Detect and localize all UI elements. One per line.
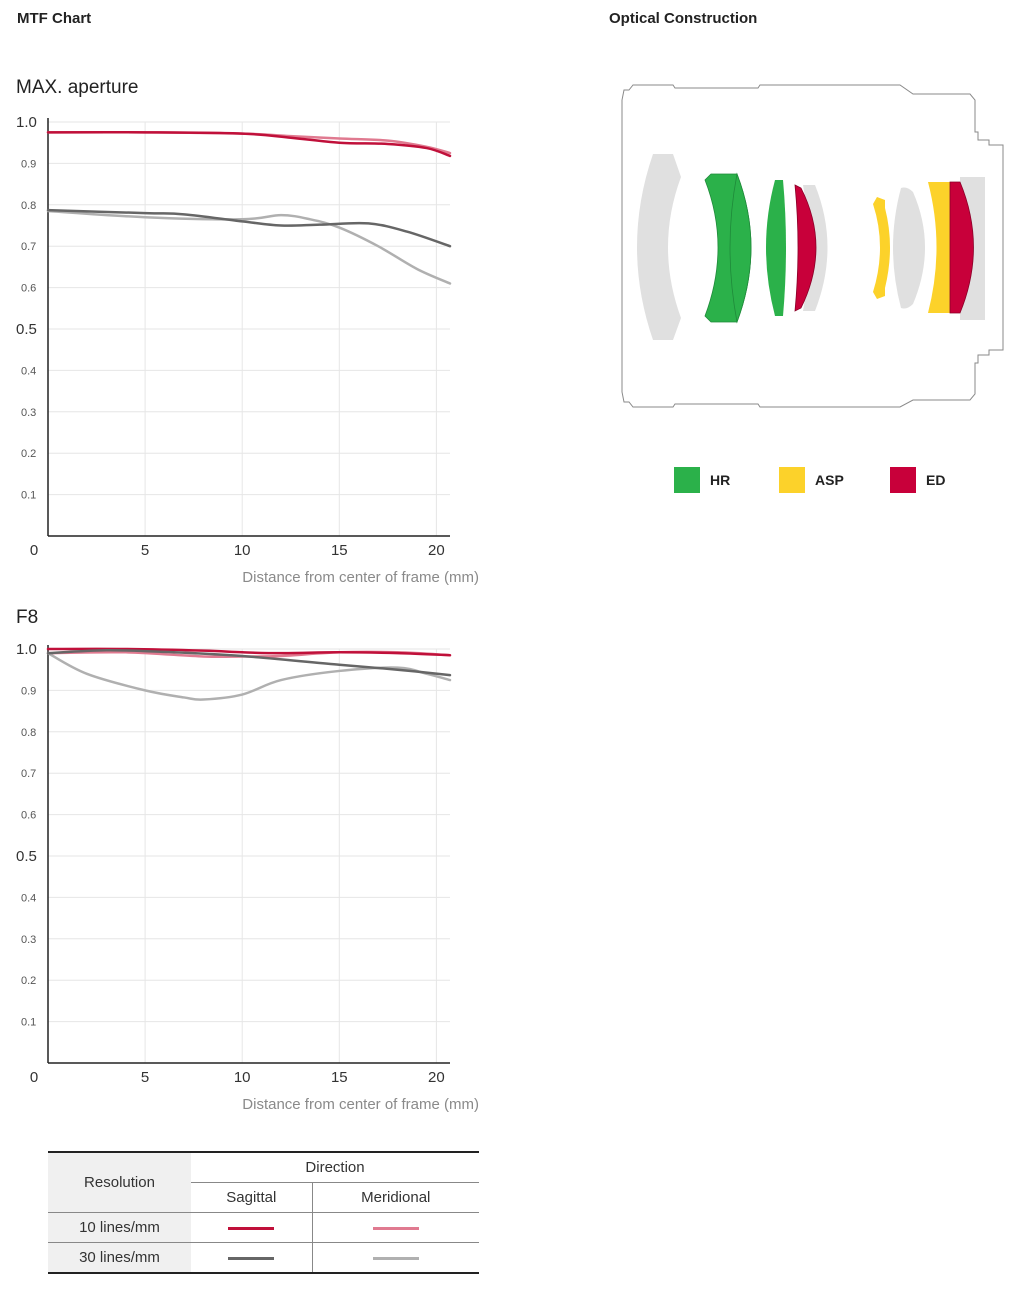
x-tick-label: 5: [141, 542, 149, 559]
y-tick-label: 0.5: [16, 848, 37, 865]
y-tick-label: 0.6: [21, 810, 36, 822]
ed-label: ED: [926, 472, 946, 488]
meridional-30-swatch-cell: [312, 1242, 479, 1274]
x-tick-label: 20: [428, 542, 445, 559]
series-line-10-lines-mm-sagittal: [46, 131, 452, 158]
series-line-10-lines-mm-meridional: [46, 131, 452, 155]
meridional-10-swatch-cell: [312, 1212, 479, 1243]
y-tick-label: 0.3: [21, 934, 36, 946]
y-tick-label: 0.5: [16, 321, 37, 338]
row-30-lines: 30 lines/mm: [48, 1242, 191, 1274]
y-tick-label: 0.1: [21, 490, 36, 502]
x-tick-label: 20: [428, 1069, 445, 1086]
sagittal-header: Sagittal: [191, 1182, 313, 1213]
y-tick-label: 0.4: [21, 365, 36, 377]
x-axis-label: Distance from center of frame (mm): [242, 1096, 479, 1113]
lens-element-gray-3: [893, 187, 925, 309]
x-tick-label: 15: [331, 542, 348, 559]
legend-asp: ASP: [779, 466, 844, 494]
sagittal-30-swatch-cell: [191, 1242, 313, 1274]
series-line-30-lines-mm-meridional: [46, 651, 452, 701]
hr-label: HR: [710, 472, 731, 488]
y-tick-label: 0.1: [21, 1017, 36, 1029]
lens-barrel-outline: [621, 84, 1004, 408]
chart-title-max-aperture: MAX. aperture: [16, 77, 139, 98]
asp-swatch: [779, 467, 805, 493]
y-tick-label: 0.4: [21, 892, 36, 904]
meridional-header: Meridional: [312, 1182, 479, 1213]
mtf-chart-heading: MTF Chart: [17, 10, 92, 27]
row-10-lines: 10 lines/mm: [48, 1212, 191, 1243]
ed-swatch: [890, 467, 916, 493]
y-tick-label: 0.7: [21, 241, 36, 253]
legend-ed: ED: [890, 466, 945, 494]
y-tick-label: 0.9: [21, 685, 36, 697]
hr-swatch: [674, 467, 700, 493]
legend-hr: HR: [674, 466, 730, 494]
y-tick-label: 0.7: [21, 768, 36, 780]
sagittal-30-swatch: [228, 1256, 275, 1260]
x-tick-label: 10: [234, 542, 251, 559]
series-line-30-lines-mm-meridional: [46, 209, 452, 285]
lens-element-hr-3: [766, 180, 786, 316]
mtf-legend-table: Resolution Direction Sagittal Meridional…: [48, 1151, 479, 1274]
meridional-10-swatch: [372, 1226, 419, 1230]
sagittal-10-swatch: [228, 1226, 275, 1230]
y-tick-label: 0.8: [21, 727, 36, 739]
chart-title-f8: F8: [16, 607, 39, 628]
x-tick-label: 15: [331, 1069, 348, 1086]
sagittal-10-swatch-cell: [191, 1212, 313, 1243]
x-tick-label: 5: [141, 1069, 149, 1086]
series-line-30-lines-mm-sagittal: [46, 208, 452, 248]
y-tick-label: 1.0: [16, 114, 37, 131]
y-tick-label: 0.8: [21, 200, 36, 212]
lens-element-ed-1: [794, 184, 817, 312]
x-axis-label: Distance from center of frame (mm): [242, 569, 479, 586]
y-tick-label: 1.0: [16, 641, 37, 658]
direction-header: Direction: [191, 1151, 479, 1183]
x-tick-label: 0: [30, 1069, 38, 1086]
asp-label: ASP: [815, 472, 844, 488]
y-tick-label: 0.9: [21, 158, 36, 170]
x-tick-label: 10: [234, 1069, 251, 1086]
series-line-30-lines-mm-sagittal: [46, 648, 452, 677]
lens-element-asp-2: [928, 182, 950, 313]
optical-construction-heading: Optical Construction: [609, 10, 758, 27]
y-tick-label: 0.2: [21, 975, 36, 987]
meridional-30-swatch: [372, 1256, 419, 1260]
series-line-10-lines-mm-sagittal: [46, 647, 452, 657]
lens-element-ed-2: [949, 181, 974, 314]
x-tick-label: 0: [30, 542, 38, 559]
lens-element-asp-1: [873, 197, 890, 299]
resolution-header: Resolution: [48, 1151, 191, 1213]
mtf-chart-f8: 0.1 0.2 0.3 0.4 0.5 0.6 0.7 0.8 0.9 1.0 0 5 10 15 20 Di…: [16, 641, 479, 1113]
y-tick-label: 0.2: [21, 448, 36, 460]
lens-element-hr-2: [729, 172, 752, 324]
y-tick-label: 0.6: [21, 283, 36, 295]
y-tick-label: 0.3: [21, 407, 36, 419]
mtf-chart-max-aperture: 0.1 0.2 0.3 0.4 0.5 0.6 0.7 0.8 0.9 1.0 0 5 10 15 20 Di…: [16, 114, 479, 586]
lens-element-1: [637, 154, 681, 340]
optical-construction-diagram: [621, 84, 1004, 408]
